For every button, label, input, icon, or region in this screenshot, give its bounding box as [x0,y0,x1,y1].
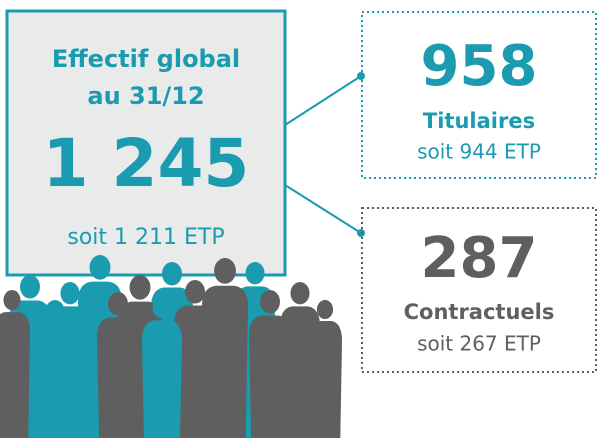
silhouette-head [89,255,111,280]
main-box [5,9,287,277]
group-label: Contractuels [404,300,555,324]
silhouette-head [152,296,172,319]
silhouette-head [316,300,334,320]
silhouette-body [249,315,291,438]
silhouette-head [260,290,280,314]
silhouette-head [45,300,65,323]
silhouette-body [142,320,182,438]
silhouette-head [3,290,21,311]
silhouette-head [60,282,80,305]
silhouette-head [185,280,205,304]
silhouette-head [129,275,151,300]
silhouette-body [174,305,216,438]
main-etp: soit 1 211 ETP [67,225,224,250]
group-count: 958 [421,34,538,99]
silhouette-head [20,275,40,299]
group-label: Titulaires [423,109,535,133]
silhouette-body [308,321,342,438]
group-etp: soit 267 ETP [417,332,541,356]
silhouette-head [290,282,310,305]
silhouette-head [245,262,265,285]
group-box [361,11,597,179]
silhouette-head [108,292,128,316]
main-subtitle: au 31/12 [87,82,204,110]
silhouette-body [0,312,30,438]
silhouette-head [214,258,236,284]
silhouette-body [35,324,75,438]
group-etp: soit 944 ETP [417,140,541,164]
group-box [361,207,597,373]
silhouette-body [97,317,139,438]
connector [284,75,362,126]
main-total: 1 245 [43,125,250,202]
connector [284,184,362,234]
main-title: Effectif global [52,45,240,73]
group-count: 287 [421,226,538,291]
silhouette-head [162,262,182,286]
crowd [0,255,342,438]
